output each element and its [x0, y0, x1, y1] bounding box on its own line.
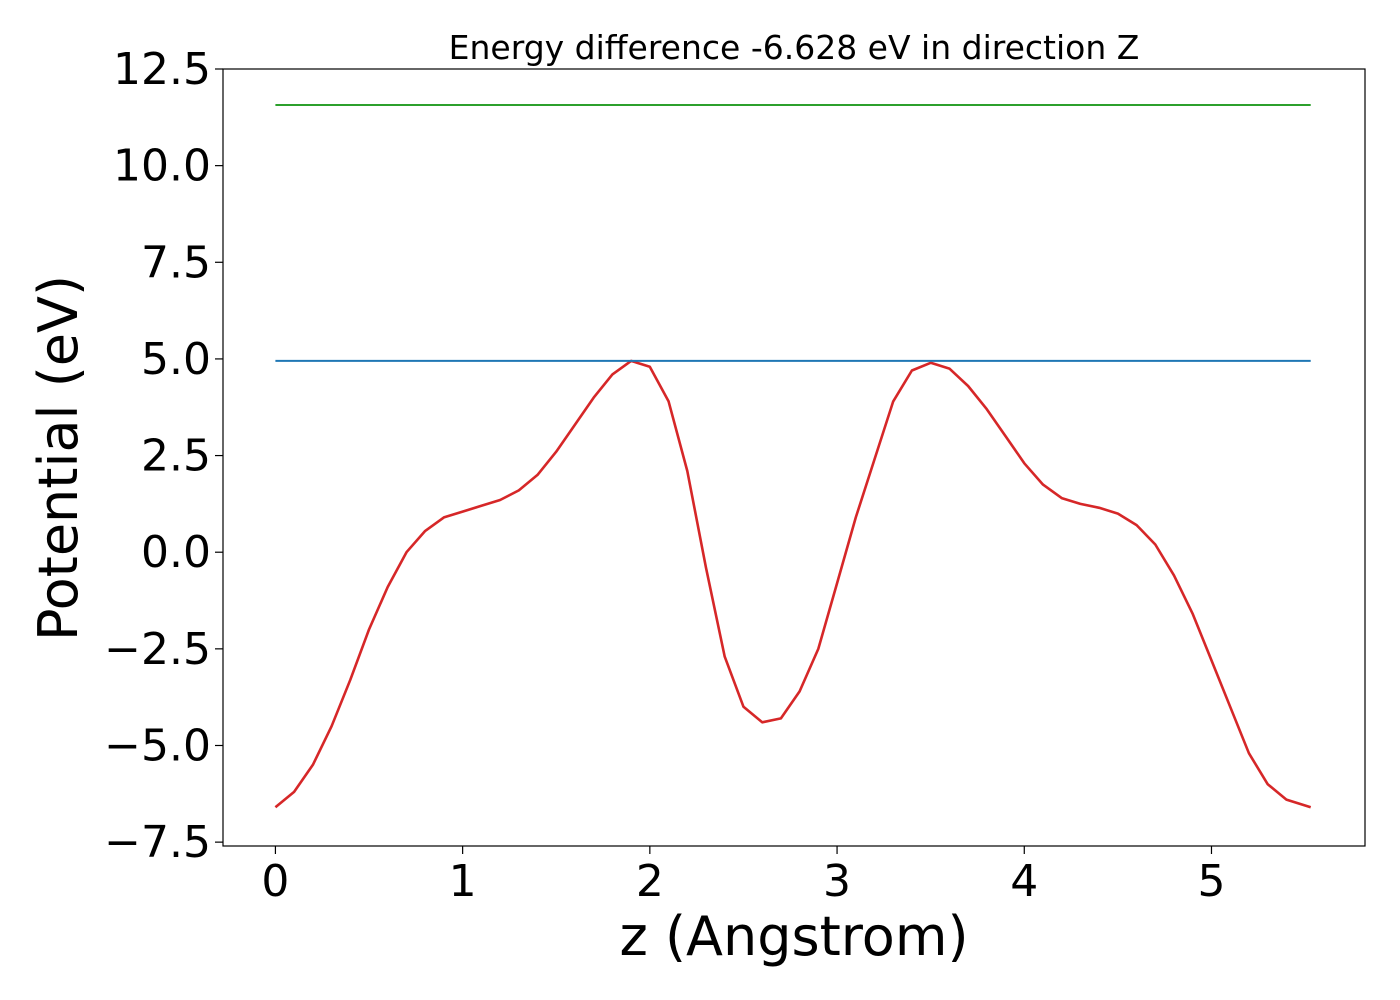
- y-tick-label: 7.5: [141, 237, 211, 288]
- x-axis-label: z (Angstrom): [619, 905, 968, 968]
- x-tick-label: 5: [1197, 856, 1225, 907]
- x-tick-label: 1: [449, 856, 477, 907]
- y-tick-label: 2.5: [141, 431, 211, 482]
- y-tick-label: −2.5: [104, 624, 211, 675]
- series-layer: [274, 104, 1312, 809]
- series-line-1: [274, 359, 1312, 809]
- chart-title: Energy difference -6.628 eV in direction…: [449, 28, 1140, 67]
- y-tick-label: 12.5: [113, 44, 211, 95]
- y-axis-label: Potential (eV): [27, 275, 90, 641]
- y-axis-ticks: −7.5 −5.0 −2.5 0.0 2.5 5.0 7.5 10.0 12.5: [104, 44, 223, 868]
- y-tick-label: 5.0: [141, 334, 211, 385]
- plot-area-frame: [222, 68, 1366, 847]
- x-tick-label: 3: [823, 856, 851, 907]
- y-tick-label: 10.0: [113, 141, 211, 192]
- x-tick-label: 2: [636, 856, 664, 907]
- y-tick-label: −5.0: [104, 720, 211, 771]
- y-tick-label: −7.5: [104, 817, 211, 868]
- x-tick-label: 0: [261, 856, 289, 907]
- x-axis-ticks: 0 1 2 3 4 5: [261, 846, 1225, 907]
- x-tick-label: 4: [1010, 856, 1038, 907]
- y-tick-label: 0.0: [141, 527, 211, 578]
